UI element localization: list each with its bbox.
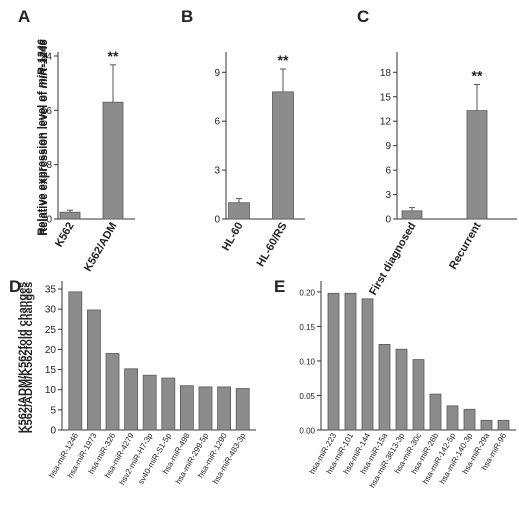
bar bbox=[235, 388, 250, 431]
y-axis-label: Relative expression level of miR-1246 bbox=[38, 38, 50, 235]
panel-label: C bbox=[357, 7, 369, 26]
bar bbox=[429, 393, 442, 431]
y-tick-label: 18 bbox=[380, 68, 392, 79]
panel-d: D 0 5 10 15 20 25 30 35 K562/ADM/K562fold changes… bbox=[9, 277, 256, 486]
y-tick-label: 0.05 bbox=[299, 392, 315, 401]
y-tick-label: 0.15 bbox=[299, 323, 315, 332]
x-tick-label: K562 bbox=[53, 221, 77, 250]
panel-label: B bbox=[181, 7, 193, 26]
bar bbox=[497, 419, 510, 431]
y-axis-label: K562/ADM/K562fold changes bbox=[17, 282, 29, 434]
y-tick-label: 15 bbox=[45, 365, 57, 376]
y-tick-label: 0 bbox=[50, 426, 56, 437]
y-tick-label: 6 bbox=[385, 166, 391, 177]
bar bbox=[142, 374, 157, 431]
y-tick-label: 0 bbox=[385, 215, 391, 226]
y-tick-label: 0.20 bbox=[299, 288, 315, 297]
x-tick-label: HL-60 bbox=[220, 221, 246, 253]
bar bbox=[102, 101, 124, 220]
significance-mark: ** bbox=[108, 48, 119, 64]
bar bbox=[228, 202, 250, 220]
bar bbox=[161, 377, 176, 431]
y-tick-label: 15 bbox=[380, 92, 392, 103]
bar bbox=[179, 385, 194, 431]
x-tick-label: Recurrent bbox=[447, 220, 484, 271]
x-tick-label: HL-60/RS bbox=[255, 221, 290, 269]
bar bbox=[412, 359, 425, 431]
bar bbox=[59, 211, 81, 220]
panel-label: D bbox=[9, 277, 21, 296]
y-axis-label-text: Relative expression level of bbox=[36, 88, 48, 235]
bar bbox=[401, 210, 423, 220]
bar bbox=[344, 292, 357, 431]
bar bbox=[198, 386, 213, 431]
y-tick-label: 10 bbox=[45, 385, 57, 396]
bar bbox=[480, 419, 493, 431]
y-tick-label: 0 bbox=[46, 215, 52, 226]
y-tick-label: 12 bbox=[380, 117, 392, 128]
y-axis-label: Relative expression level of miR-1246 bbox=[38, 38, 50, 235]
x-tick-label: First diagnosed bbox=[367, 221, 418, 298]
bar bbox=[87, 309, 101, 431]
significance-mark: ** bbox=[472, 68, 483, 84]
bar bbox=[463, 408, 476, 431]
y-axis-label-text: Relative expression level of bbox=[38, 88, 50, 235]
bar bbox=[327, 292, 340, 431]
significance-mark: ** bbox=[278, 52, 289, 68]
y-tick-label: 9 bbox=[214, 68, 220, 79]
y-tick-label: 0 bbox=[214, 215, 220, 226]
y-tick-label: 0.00 bbox=[299, 427, 315, 436]
bar bbox=[272, 91, 294, 220]
y-axis-label-gene: miR-1246 bbox=[36, 38, 48, 88]
bar bbox=[105, 353, 120, 431]
y-tick-label: 3 bbox=[214, 166, 220, 177]
bar bbox=[378, 343, 391, 431]
x-tick-label: K562/ADM bbox=[82, 221, 120, 274]
y-tick-label: 30 bbox=[45, 305, 57, 316]
y-tick-label: 16 bbox=[41, 106, 53, 117]
y-tick-label: 9 bbox=[385, 141, 391, 152]
bar bbox=[68, 291, 83, 431]
y-tick-label: 35 bbox=[45, 285, 57, 296]
bar bbox=[361, 298, 374, 431]
y-axis-label-gene: miR-1246 bbox=[38, 38, 50, 88]
bar bbox=[466, 110, 488, 220]
y-tick-label: 8 bbox=[46, 160, 52, 171]
y-tick-label: 25 bbox=[45, 325, 57, 336]
y-axis-label: K562/ADM/K562fold changes bbox=[23, 282, 35, 434]
y-axis-label-text: Relative expression level of bbox=[38, 88, 50, 235]
y-axis-label: Relative expression level of miR-1246 bbox=[36, 38, 48, 235]
y-tick-label: 20 bbox=[45, 345, 57, 356]
bar bbox=[395, 348, 408, 431]
y-tick-label: 5 bbox=[50, 405, 56, 416]
panel-label: A bbox=[18, 7, 30, 26]
panel-label: E bbox=[274, 277, 285, 296]
y-tick-label: 6 bbox=[214, 117, 220, 128]
bar bbox=[217, 386, 232, 431]
y-tick-label: 3 bbox=[385, 190, 391, 201]
panel-b: B 0 3 6 9 Relative expression level of miR-12… bbox=[38, 7, 305, 269]
bar bbox=[124, 368, 138, 431]
bar bbox=[446, 405, 459, 431]
y-tick-label: 24 bbox=[41, 52, 53, 63]
y-axis-label-gene: miR-1246 bbox=[38, 38, 50, 88]
y-tick-label: 0.10 bbox=[299, 357, 315, 366]
